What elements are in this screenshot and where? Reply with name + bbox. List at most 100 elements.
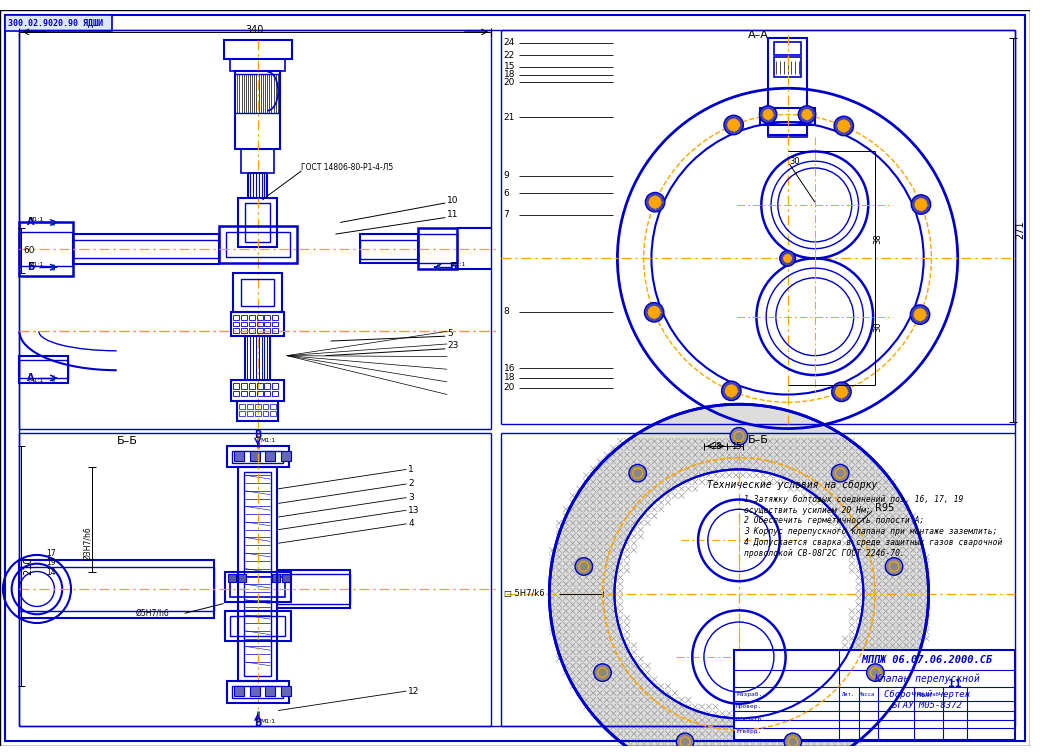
Bar	[272, 314, 279, 320]
Bar	[265, 328, 270, 333]
Circle shape	[802, 110, 812, 119]
Bar	[270, 411, 276, 416]
Bar	[19, 567, 214, 612]
Bar	[255, 411, 261, 416]
Circle shape	[831, 464, 849, 482]
Bar	[227, 681, 289, 703]
Bar	[233, 321, 239, 327]
Text: 15: 15	[731, 442, 741, 451]
Circle shape	[798, 106, 815, 123]
Text: ГОСТ 14806-80-Р1-4-Л5: ГОСТ 14806-80-Р1-4-Л5	[302, 163, 394, 172]
Text: Б: Б	[449, 262, 456, 272]
Text: 2: 2	[409, 479, 414, 488]
Text: 1: 1	[409, 465, 414, 474]
Bar	[266, 451, 275, 460]
Bar	[734, 650, 1016, 739]
Bar	[277, 575, 351, 603]
Bar	[226, 232, 290, 258]
Bar	[219, 226, 297, 263]
Circle shape	[866, 664, 884, 681]
Bar	[238, 198, 277, 246]
Bar	[247, 411, 253, 416]
Bar	[265, 321, 270, 327]
Bar	[272, 328, 279, 333]
Circle shape	[911, 305, 930, 324]
Text: Б: Б	[28, 262, 35, 272]
Bar	[19, 222, 73, 276]
Circle shape	[914, 308, 926, 321]
Bar	[19, 361, 68, 378]
Text: М1:1: М1:1	[29, 218, 43, 222]
Bar	[272, 575, 280, 582]
Text: М1:1: М1:1	[29, 378, 43, 383]
Bar	[73, 234, 219, 265]
Text: Масса: Масса	[859, 692, 876, 698]
Bar	[774, 42, 802, 55]
Bar	[266, 686, 275, 696]
Circle shape	[649, 197, 661, 208]
Bar	[239, 411, 245, 416]
Bar	[272, 383, 279, 389]
Bar	[250, 451, 259, 460]
Bar	[232, 312, 284, 336]
Circle shape	[731, 428, 748, 445]
Text: 4: 4	[409, 519, 414, 528]
Text: М1:1: М1:1	[261, 438, 275, 443]
Text: 9: 9	[504, 172, 509, 180]
Bar	[282, 575, 290, 582]
Text: М1:1: М1:1	[450, 262, 465, 267]
Text: Провер.: Провер.	[736, 704, 762, 709]
Circle shape	[784, 255, 791, 262]
Text: Н.контр.: Н.контр.	[736, 717, 766, 722]
Bar	[19, 559, 214, 618]
Bar	[241, 321, 247, 327]
Bar	[768, 122, 807, 137]
Text: 1 Затяжку болтовых соединений поз. 16, 17, 19: 1 Затяжку болтовых соединений поз. 16, 1…	[743, 495, 964, 504]
Bar	[249, 321, 255, 327]
Text: Клапан перепускной: Клапан перепускной	[874, 673, 980, 683]
Text: 5: 5	[447, 329, 453, 338]
Circle shape	[629, 464, 646, 482]
Bar	[232, 451, 283, 463]
Text: 12: 12	[409, 686, 419, 696]
Text: 60: 60	[23, 246, 35, 255]
Circle shape	[779, 251, 795, 266]
Text: 38: 38	[873, 234, 882, 244]
Bar	[238, 467, 277, 681]
Circle shape	[836, 386, 847, 398]
Text: R95: R95	[875, 503, 894, 513]
Text: Б–Б: Б–Б	[116, 436, 138, 446]
Circle shape	[645, 193, 665, 212]
Bar	[225, 572, 291, 602]
Bar	[238, 575, 246, 582]
Circle shape	[725, 385, 737, 397]
Text: Масштаб: Масштаб	[917, 692, 940, 698]
Bar	[241, 314, 247, 320]
Text: 16: 16	[504, 364, 515, 373]
Text: □ 5H7/k6: □ 5H7/k6	[504, 590, 544, 598]
Bar	[249, 314, 255, 320]
Bar	[263, 404, 268, 409]
Bar	[256, 321, 263, 327]
Text: В: В	[254, 430, 262, 440]
Circle shape	[645, 302, 664, 322]
Text: А: А	[28, 218, 35, 228]
Text: 19: 19	[47, 558, 56, 567]
Text: БГАУ М05-8372: БГАУ М05-8372	[892, 701, 962, 710]
Bar	[272, 321, 279, 327]
Bar	[241, 279, 274, 306]
Text: 18: 18	[504, 373, 515, 383]
Bar	[233, 314, 239, 320]
Bar	[244, 472, 271, 677]
Text: Ø3H7/h6: Ø3H7/h6	[83, 526, 92, 560]
Bar	[225, 612, 291, 640]
Circle shape	[764, 110, 773, 119]
Circle shape	[834, 116, 854, 135]
Bar	[19, 355, 68, 383]
Bar	[233, 273, 282, 312]
Text: 14: 14	[47, 568, 56, 577]
Bar	[19, 232, 73, 266]
Bar	[281, 451, 291, 460]
Text: 340: 340	[246, 25, 264, 35]
Bar	[418, 228, 457, 269]
